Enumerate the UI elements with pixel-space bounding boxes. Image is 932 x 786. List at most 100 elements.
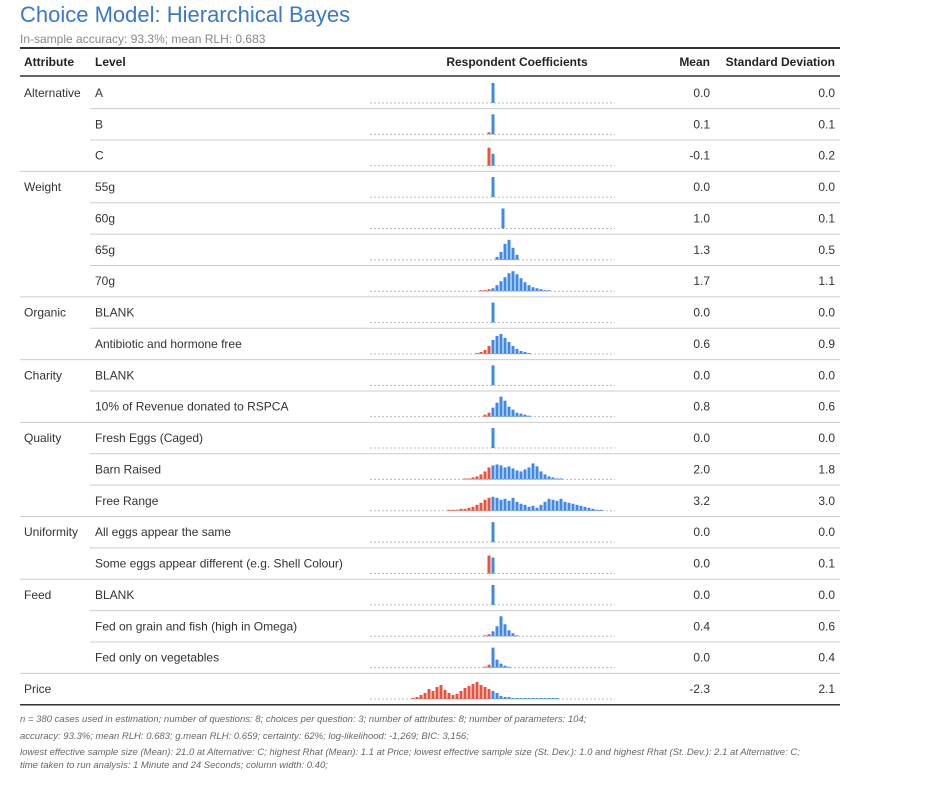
hist-bar <box>535 466 539 480</box>
hist-bar <box>459 691 463 700</box>
hist-bar <box>491 302 495 323</box>
hist-bar <box>479 474 483 480</box>
hist-bar <box>479 502 483 511</box>
mean: 0.8 <box>693 400 710 414</box>
hist-bar <box>491 114 495 135</box>
hist-bar <box>495 693 499 700</box>
attribute: Charity <box>24 368 62 382</box>
hist-bar <box>543 474 547 480</box>
hist-bar <box>487 497 491 511</box>
footer: n = 380 cases used in estimation; number… <box>20 714 820 776</box>
hist-bar <box>539 289 543 292</box>
hist-bar <box>547 290 551 292</box>
hist-bar <box>515 635 519 637</box>
level: 10% of Revenue donated to RSPCA <box>95 400 288 414</box>
hist-bar <box>495 256 499 260</box>
hist-bar <box>479 685 483 700</box>
hist-bar <box>499 333 503 354</box>
hist-bar <box>451 695 455 700</box>
attribute: Feed <box>24 588 51 602</box>
hist-bar <box>527 352 531 354</box>
hist-bar <box>479 351 483 354</box>
hist-bar <box>431 691 435 700</box>
hist-bar <box>567 502 571 511</box>
hist-bar <box>495 335 499 354</box>
sd: 2.1 <box>818 682 835 696</box>
sd: 0.0 <box>818 431 835 445</box>
hist-bar <box>495 402 499 417</box>
hist-bar <box>515 348 519 354</box>
hist-bar <box>463 478 467 480</box>
hist-bar <box>491 584 495 605</box>
attribute: Alternative <box>24 86 81 100</box>
hist-bar <box>571 503 575 511</box>
hist-bar <box>555 478 559 480</box>
mean: 0.1 <box>693 117 710 131</box>
hist-bar <box>519 698 523 700</box>
hist-bar <box>411 698 415 700</box>
hist-bar <box>531 463 535 480</box>
hist-bar <box>491 631 495 637</box>
hist-bar <box>599 509 603 511</box>
hist-bar <box>483 414 487 417</box>
hist-bar <box>519 471 523 480</box>
hist-bar <box>515 698 519 700</box>
hist-bar <box>475 504 479 511</box>
hist-bar <box>455 694 459 700</box>
hist-bar <box>511 698 515 700</box>
hist-bar <box>527 415 531 417</box>
level: All eggs appear the same <box>95 525 231 539</box>
sd: 0.0 <box>818 180 835 194</box>
hist-bar <box>495 659 499 668</box>
hist-bar <box>491 557 495 574</box>
hist-bar <box>487 664 491 668</box>
hist-bar <box>415 697 419 700</box>
sd: 0.0 <box>818 588 835 602</box>
hist-bar <box>491 691 495 700</box>
hist-bar <box>491 465 495 480</box>
hist-bar <box>491 153 495 166</box>
level: C <box>95 149 104 163</box>
hist-bar <box>551 698 555 700</box>
header: Respondent Coefficients <box>446 55 588 69</box>
hist-bar <box>535 288 539 292</box>
level: Antibiotic and hormone free <box>95 337 242 351</box>
sd: 0.4 <box>818 651 835 665</box>
hist-bar <box>447 693 451 700</box>
hist-bar <box>539 504 543 511</box>
hist-bar <box>487 555 491 574</box>
attribute: Weight <box>24 180 62 194</box>
level: Barn Raised <box>95 462 161 476</box>
hist-bar <box>475 352 479 354</box>
sd: 1.8 <box>818 462 835 476</box>
sd: 0.0 <box>818 86 835 100</box>
mean: 3.2 <box>693 494 710 508</box>
mean: 0.0 <box>693 525 710 539</box>
hist-bar <box>467 478 471 480</box>
hist-bar <box>511 271 515 292</box>
mean: -0.1 <box>689 149 710 163</box>
hist-bar <box>555 500 559 511</box>
header: Mean <box>679 55 710 69</box>
header: Standard Deviation <box>726 55 835 69</box>
hist-bar <box>515 470 519 480</box>
hist-bar <box>507 697 511 700</box>
hist-bar <box>495 285 499 292</box>
attribute: Price <box>24 682 52 696</box>
sd: 0.6 <box>818 400 835 414</box>
hist-bar <box>495 464 499 480</box>
hist-bar <box>595 509 599 511</box>
hist-bar <box>503 624 507 637</box>
hist-bar <box>587 507 591 511</box>
sd: 0.0 <box>818 368 835 382</box>
hist-bar <box>515 412 519 417</box>
level: 65g <box>95 243 115 257</box>
hist-bar <box>487 467 491 480</box>
level: Fed on grain and fish (high in Omega) <box>95 619 297 633</box>
hist-bar <box>495 497 499 511</box>
hist-bar <box>491 428 495 449</box>
hist-bar <box>491 522 495 543</box>
footer-line: accuracy: 93.3%; mean RLH: 0.683; g.mean… <box>20 730 469 742</box>
hist-bar <box>503 697 507 700</box>
hist-bar <box>475 476 479 480</box>
